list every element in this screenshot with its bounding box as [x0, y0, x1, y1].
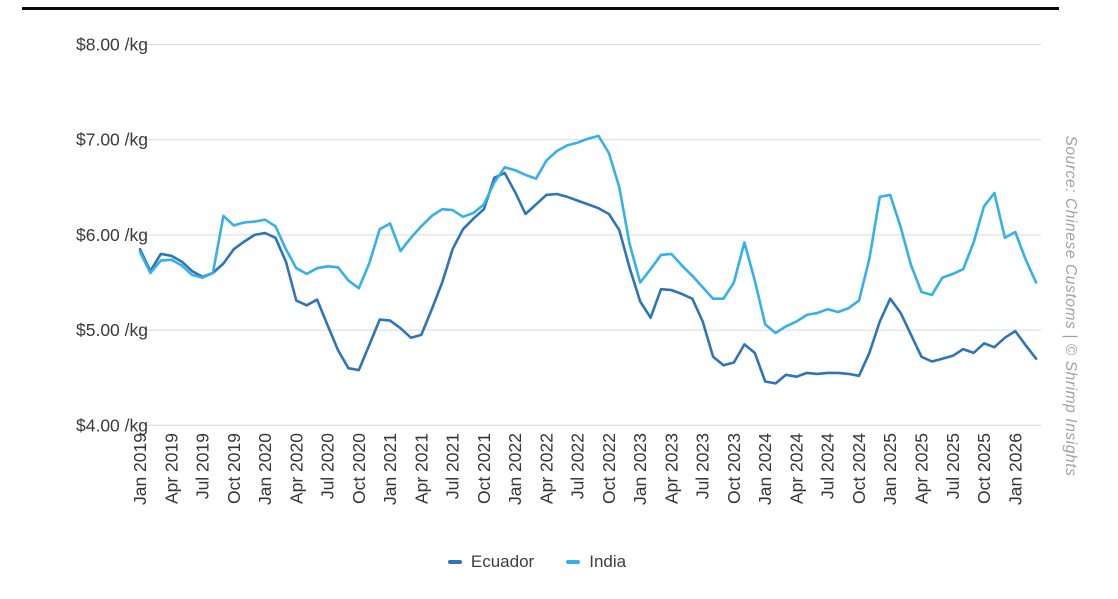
x-tick-label: Jul 2025 [943, 433, 963, 499]
india-line [138, 134, 1038, 335]
x-tick-label: Jan 2020 [255, 433, 275, 505]
x-tick-label: Apr 2025 [912, 433, 932, 504]
x-tick-label: Oct 2019 [224, 433, 244, 504]
source-attribution: Source: Chinese Customs | © Shrimp Insig… [1062, 135, 1079, 477]
india-legend-dash-icon [566, 560, 581, 564]
chart-legend: Ecuador India [0, 552, 1074, 572]
x-tick-label: Oct 2020 [349, 433, 369, 504]
x-tick-label: Oct 2023 [724, 433, 744, 504]
y-tick-label: $7.00 /kg [76, 130, 148, 150]
x-tick-label: Jul 2024 [818, 433, 838, 499]
x-tick-label: Jan 2023 [630, 433, 650, 505]
y-tick-label: $5.00 /kg [76, 320, 148, 340]
y-tick-label: $8.00 /kg [76, 35, 148, 55]
x-tick-label: Apr 2022 [536, 433, 556, 504]
x-tick-label: Jul 2022 [568, 433, 588, 499]
x-tick-label: Oct 2025 [974, 433, 994, 504]
x-tick-label: Jan 2024 [755, 433, 775, 505]
x-tick-label: Jul 2019 [193, 433, 213, 499]
x-tick-label: Apr 2019 [161, 433, 181, 504]
x-tick-label: Jan 2025 [880, 433, 900, 505]
x-tick-label: Apr 2021 [411, 433, 431, 504]
x-tick-label: Jan 2026 [1005, 433, 1025, 505]
x-tick-label: Oct 2024 [849, 433, 869, 504]
x-tick-label: Oct 2022 [599, 433, 619, 504]
x-tick-label: Apr 2023 [661, 433, 681, 504]
x-tick-label: Apr 2020 [286, 433, 306, 504]
x-tick-label: Jul 2023 [693, 433, 713, 499]
y-tick-label: $6.00 /kg [76, 225, 148, 245]
x-tick-label: Jan 2021 [380, 433, 400, 505]
y-axis-labels: $8.00 /kg $7.00 /kg $6.00 /kg $5.00 /kg $4.0… [76, 35, 148, 436]
x-axis-labels: Jan 2019 Apr 2019 Jul 2019 Oct 2019 Jan 2020… [130, 433, 1025, 505]
legend-label-india: India [589, 552, 627, 571]
legend-label-ecuador: Ecuador [470, 552, 535, 571]
x-tick-label: Jan 2022 [505, 433, 525, 505]
legend-item-india[interactable]: India [566, 552, 626, 572]
ecuador-legend-dash-icon [447, 560, 462, 564]
x-tick-label: Apr 2024 [786, 433, 806, 504]
x-tick-label: Jul 2021 [443, 433, 463, 499]
x-tick-label: Oct 2021 [474, 433, 494, 504]
x-tick-label: Jan 2019 [130, 433, 150, 505]
y-tick-label: $4.00 /kg [76, 415, 148, 435]
ecuador-line [138, 171, 1038, 385]
legend-item-ecuador[interactable]: Ecuador [447, 552, 535, 572]
x-tick-label: Jul 2020 [318, 433, 338, 499]
top-border-rule [22, 7, 1059, 10]
